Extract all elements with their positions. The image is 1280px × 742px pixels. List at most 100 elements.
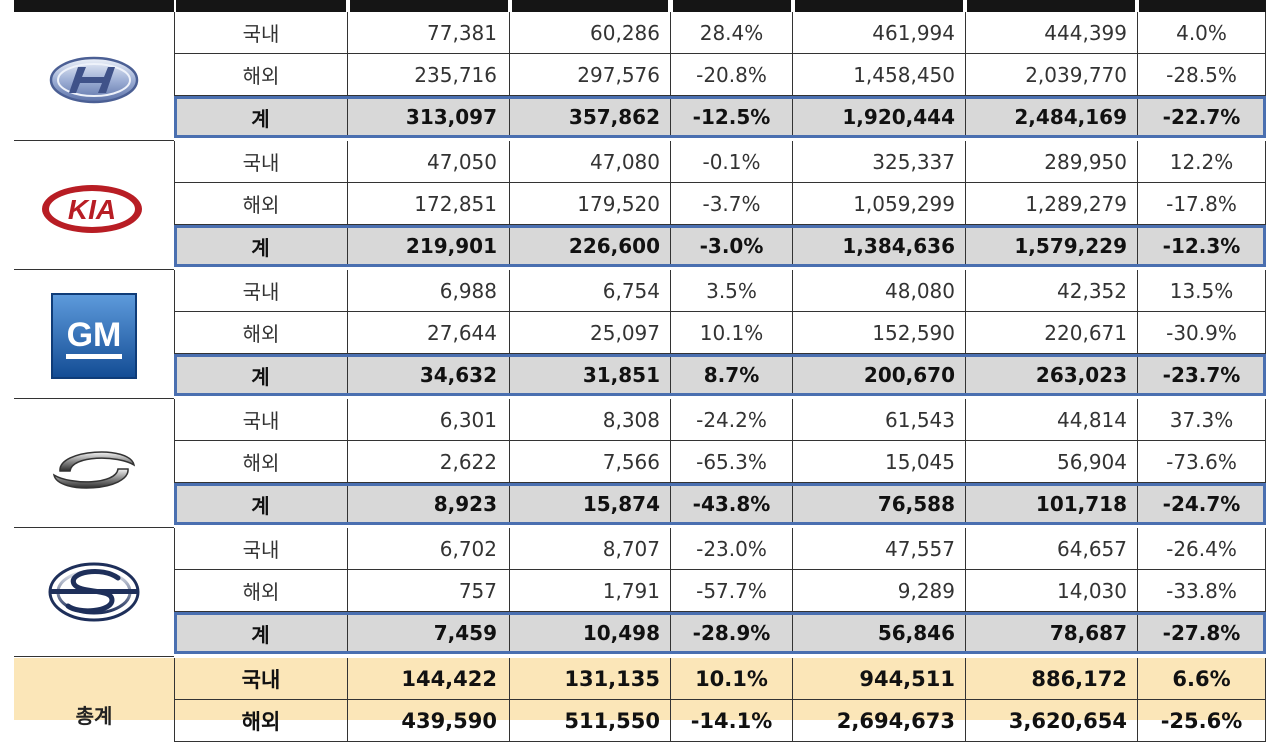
cell-value: 757 <box>348 570 510 612</box>
ssangyong-logo-icon <box>48 562 140 622</box>
kia-logo-text: KIA <box>68 194 116 225</box>
row-label: 국내 <box>174 658 348 700</box>
cell-value: 8,923 <box>348 483 510 525</box>
row-label: 국내 <box>174 141 348 183</box>
cell-rate: -12.5% <box>671 96 793 138</box>
cell-value: 444,399 <box>966 12 1138 54</box>
cell-rate: 8.7% <box>671 354 793 396</box>
header-cell <box>1139 0 1266 12</box>
cell-value: 2,039,770 <box>966 54 1138 96</box>
table-row: 해외 757 1,791 -57.7% 9,289 14,030 -33.8% <box>174 570 1266 612</box>
cell-value: 14,030 <box>966 570 1138 612</box>
subtotal-row: 계 7,459 10,498 -28.9% 56,846 78,687 -27.… <box>174 612 1266 654</box>
cell-value: 34,632 <box>348 354 510 396</box>
cell-rate: 10.1% <box>671 658 793 700</box>
cell-value: 44,814 <box>966 399 1138 441</box>
cell-value: 56,904 <box>966 441 1138 483</box>
cell-value: 101,718 <box>966 483 1138 525</box>
sales-table: KIA GM <box>14 0 1266 742</box>
cell-rate: -65.3% <box>671 441 793 483</box>
table-row: 해외 235,716 297,576 -20.8% 1,458,450 2,03… <box>174 54 1266 96</box>
cell-value: 235,716 <box>348 54 510 96</box>
cell-rate: -23.7% <box>1138 354 1266 396</box>
cell-rate: 4.0% <box>1138 12 1266 54</box>
cell-rate: -33.8% <box>1138 570 1266 612</box>
table-row: 국내 77,381 60,286 28.4% 461,994 444,399 4… <box>174 12 1266 54</box>
cell-value: 60,286 <box>510 12 671 54</box>
row-label: 해외 <box>174 312 348 354</box>
cell-value: 200,670 <box>793 354 966 396</box>
cell-value: 76,588 <box>793 483 966 525</box>
cell-value: 47,050 <box>348 141 510 183</box>
cell-value: 78,687 <box>966 612 1138 654</box>
cell-value: 47,557 <box>793 528 966 570</box>
cell-rate: -26.4% <box>1138 528 1266 570</box>
row-label: 해외 <box>174 700 348 742</box>
table-row: 국내 6,988 6,754 3.5% 48,080 42,352 13.5% <box>174 270 1266 312</box>
cell-value: 15,874 <box>510 483 671 525</box>
row-label: 해외 <box>174 54 348 96</box>
cell-rate: 12.2% <box>1138 141 1266 183</box>
brand-cell-gm: GM <box>14 270 174 399</box>
cell-value: 8,707 <box>510 528 671 570</box>
cell-value: 325,337 <box>793 141 966 183</box>
grand-total-row: 국내 144,422 131,135 10.1% 944,511 886,172… <box>174 658 1266 700</box>
cell-value: 64,657 <box>966 528 1138 570</box>
gm-logo-icon: GM <box>51 293 137 379</box>
cell-value: 47,080 <box>510 141 671 183</box>
cell-value: 1,458,450 <box>793 54 966 96</box>
grand-total-block <box>14 658 1266 720</box>
cell-value: 944,511 <box>793 658 966 700</box>
row-label: 계 <box>174 225 348 267</box>
cell-value: 886,172 <box>966 658 1138 700</box>
gm-logo-text: GM <box>67 316 122 354</box>
cell-value: 131,135 <box>510 658 671 700</box>
hyundai-logo-icon <box>49 56 139 104</box>
cell-rate: -30.9% <box>1138 312 1266 354</box>
table-row: 해외 27,644 25,097 10.1% 152,590 220,671 -… <box>174 312 1266 354</box>
cell-rate: 28.4% <box>671 12 793 54</box>
cell-value: 61,543 <box>793 399 966 441</box>
subtotal-row: 계 34,632 31,851 8.7% 200,670 263,023 -23… <box>174 354 1266 396</box>
header-cell <box>967 0 1135 12</box>
cell-rate: 10.1% <box>671 312 793 354</box>
cell-rate: -25.6% <box>1138 700 1266 742</box>
header-cell <box>673 0 791 12</box>
header-cell <box>512 0 668 12</box>
brand-cell-hyundai <box>14 12 174 141</box>
cell-value: 31,851 <box>510 354 671 396</box>
row-label: 해외 <box>174 441 348 483</box>
table-row: 국내 6,702 8,707 -23.0% 47,557 64,657 -26.… <box>174 528 1266 570</box>
row-label: 국내 <box>174 399 348 441</box>
row-label: 계 <box>174 483 348 525</box>
kia-logo-icon: KIA <box>42 185 142 233</box>
header-cell <box>350 0 508 12</box>
header-cell <box>795 0 963 12</box>
cell-value: 1,920,444 <box>793 96 966 138</box>
cell-value: 77,381 <box>348 12 510 54</box>
brand-cell-renault-samsung <box>14 399 174 528</box>
cell-rate: 37.3% <box>1138 399 1266 441</box>
cell-rate: -0.1% <box>671 141 793 183</box>
renault-samsung-logo-icon <box>52 451 136 489</box>
row-label: 계 <box>174 96 348 138</box>
table-row: 해외 2,622 7,566 -65.3% 15,045 56,904 -73.… <box>174 441 1266 483</box>
cell-value: 48,080 <box>793 270 966 312</box>
cell-value: 511,550 <box>510 700 671 742</box>
cell-value: 9,289 <box>793 570 966 612</box>
grand-total-row: 해외 439,590 511,550 -14.1% 2,694,673 3,62… <box>174 700 1266 742</box>
cell-value: 439,590 <box>348 700 510 742</box>
cell-rate: -27.8% <box>1138 612 1266 654</box>
cell-value: 357,862 <box>510 96 671 138</box>
table-row: 해외 172,851 179,520 -3.7% 1,059,299 1,289… <box>174 183 1266 225</box>
header-cell <box>176 0 346 12</box>
row-label: 국내 <box>174 270 348 312</box>
cell-rate: -28.5% <box>1138 54 1266 96</box>
cell-rate: -24.7% <box>1138 483 1266 525</box>
cell-rate: -73.6% <box>1138 441 1266 483</box>
row-label: 국내 <box>174 528 348 570</box>
cell-rate: 6.6% <box>1138 658 1266 700</box>
subtotal-row: 계 219,901 226,600 -3.0% 1,384,636 1,579,… <box>174 225 1266 267</box>
cell-value: 1,384,636 <box>793 225 966 267</box>
cell-value: 27,644 <box>348 312 510 354</box>
